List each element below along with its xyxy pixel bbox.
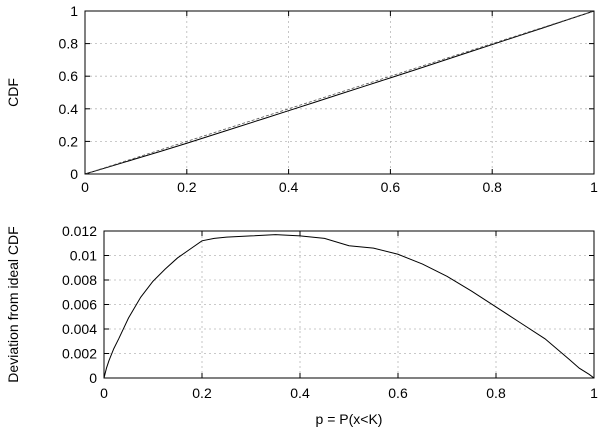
y-tick-label: 0.6 bbox=[59, 68, 79, 84]
series-line bbox=[103, 234, 595, 379]
y-tick-label: 0.8 bbox=[59, 36, 79, 52]
x-tick-label: 0 bbox=[81, 179, 89, 195]
y-tick-label: 0.012 bbox=[62, 223, 97, 239]
x-tick-label: 0.8 bbox=[486, 385, 506, 401]
x-tick-label: 0.4 bbox=[290, 385, 310, 401]
y-tick-label: 0.01 bbox=[70, 248, 97, 264]
y-tick-label: 1 bbox=[70, 3, 78, 19]
x-tick-label: 0.2 bbox=[192, 385, 212, 401]
y-tick-label: 0.004 bbox=[62, 321, 97, 337]
reference-line bbox=[84, 10, 595, 175]
x-tick-label: 0.4 bbox=[279, 179, 299, 195]
y-tick-label: 0.002 bbox=[62, 346, 97, 362]
x-tick-label: 0.6 bbox=[381, 179, 401, 195]
y-tick-label: 0.2 bbox=[59, 133, 79, 149]
y-tick-label: 0.4 bbox=[59, 101, 79, 117]
x-tick-label: 1 bbox=[590, 179, 598, 195]
cdf-panel: 0 0.2 0.4 0.6 0.8 1 0 0.2 0.4 0.6 0.8 1 CDF bbox=[5, 3, 598, 195]
y-tick-label: 0.008 bbox=[62, 272, 97, 288]
plot-frame bbox=[103, 230, 595, 379]
x-tick-label: 0 bbox=[100, 385, 108, 401]
x-tick-label: 0.6 bbox=[388, 385, 408, 401]
y-tick-label: 0.006 bbox=[62, 297, 97, 313]
plot-frame bbox=[84, 10, 595, 175]
y-axis-label: Deviation from ideal CDF bbox=[5, 226, 21, 382]
y-tick-label: 0 bbox=[70, 166, 78, 182]
y-tick-label: 0 bbox=[89, 370, 97, 386]
series-line bbox=[84, 10, 595, 175]
x-tick-label: 0.2 bbox=[177, 179, 197, 195]
deviation-panel: 0 0.2 0.4 0.6 0.8 1 0 0.002 0.004 0.006 0.008 0.01 0… bbox=[5, 223, 598, 427]
y-axis-label: CDF bbox=[5, 78, 21, 107]
x-tick-label: 0.8 bbox=[482, 179, 502, 195]
x-tick-label: 1 bbox=[590, 385, 598, 401]
x-axis-label: p = P(x<K) bbox=[316, 411, 383, 427]
